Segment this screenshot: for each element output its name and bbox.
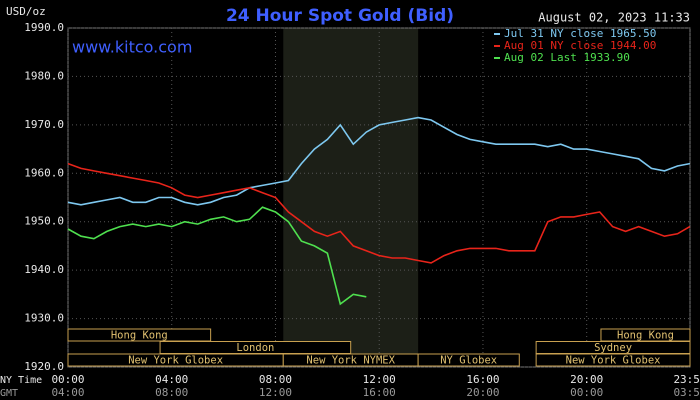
x-tick-label: 08:00 (259, 373, 292, 386)
y-tick-label: 1970.0 (24, 118, 64, 131)
session-label: New York NYMEX (306, 355, 395, 367)
legend-label: Aug 02 Last 1933.90 (504, 51, 630, 64)
session-label: London (236, 342, 274, 354)
session-label: New York Globex (566, 355, 661, 367)
session-bar (535, 353, 691, 367)
x-axis-label: NY Time (0, 375, 42, 386)
x2-axis-label: GMT (0, 388, 18, 399)
price-line (67, 116, 691, 206)
session-label: New York Globex (128, 355, 223, 367)
session-label: Hong Kong (617, 330, 674, 342)
y-tick-label: 1960.0 (24, 166, 64, 179)
x2-tick-label: 00:00 (570, 386, 603, 399)
watermark: www.kitco.com (72, 38, 192, 57)
y-tick-label: 1930.0 (24, 312, 64, 325)
y-tick-label: 1920.0 (24, 360, 64, 373)
y-unit: USD/oz (6, 5, 46, 18)
price-line (67, 206, 367, 306)
x2-tick-label: 08:00 (155, 386, 188, 399)
session-shade (283, 28, 419, 367)
session-label: Hong Kong (111, 330, 168, 342)
x2-tick-label: 20:00 (466, 386, 499, 399)
x-tick-label: 00:00 (51, 373, 84, 386)
x-tick-label: 20:00 (570, 373, 603, 386)
y-tick-label: 1980.0 (24, 69, 64, 82)
x-tick-label: 12:00 (363, 373, 396, 386)
legend-label: Aug 01 NY close 1944.00 (504, 39, 656, 52)
x2-tick-label: 16:00 (363, 386, 396, 399)
x-tick-label: 16:00 (466, 373, 499, 386)
session-label: NY Globex (440, 355, 497, 367)
price-line (67, 162, 691, 264)
session-bar (417, 353, 520, 367)
y-tick-label: 1950.0 (24, 215, 64, 228)
x-tick-label: 04:00 (155, 373, 188, 386)
x-tick-label: 23:59 (673, 373, 700, 386)
timestamp: August 02, 2023 11:33 (538, 11, 690, 25)
x2-tick-label: 12:00 (259, 386, 292, 399)
y-tick-label: 1990.0 (24, 21, 64, 34)
x2-tick-label: 04:00 (51, 386, 84, 399)
y-tick-label: 1940.0 (24, 263, 64, 276)
x2-tick-label: 03:59 (673, 386, 700, 399)
session-label: Sydney (594, 342, 632, 354)
chart-title: 24 Hour Spot Gold (Bid) (226, 6, 454, 26)
legend-label: Jul 31 NY close 1965.50 (504, 27, 656, 40)
session-bar (67, 328, 212, 342)
